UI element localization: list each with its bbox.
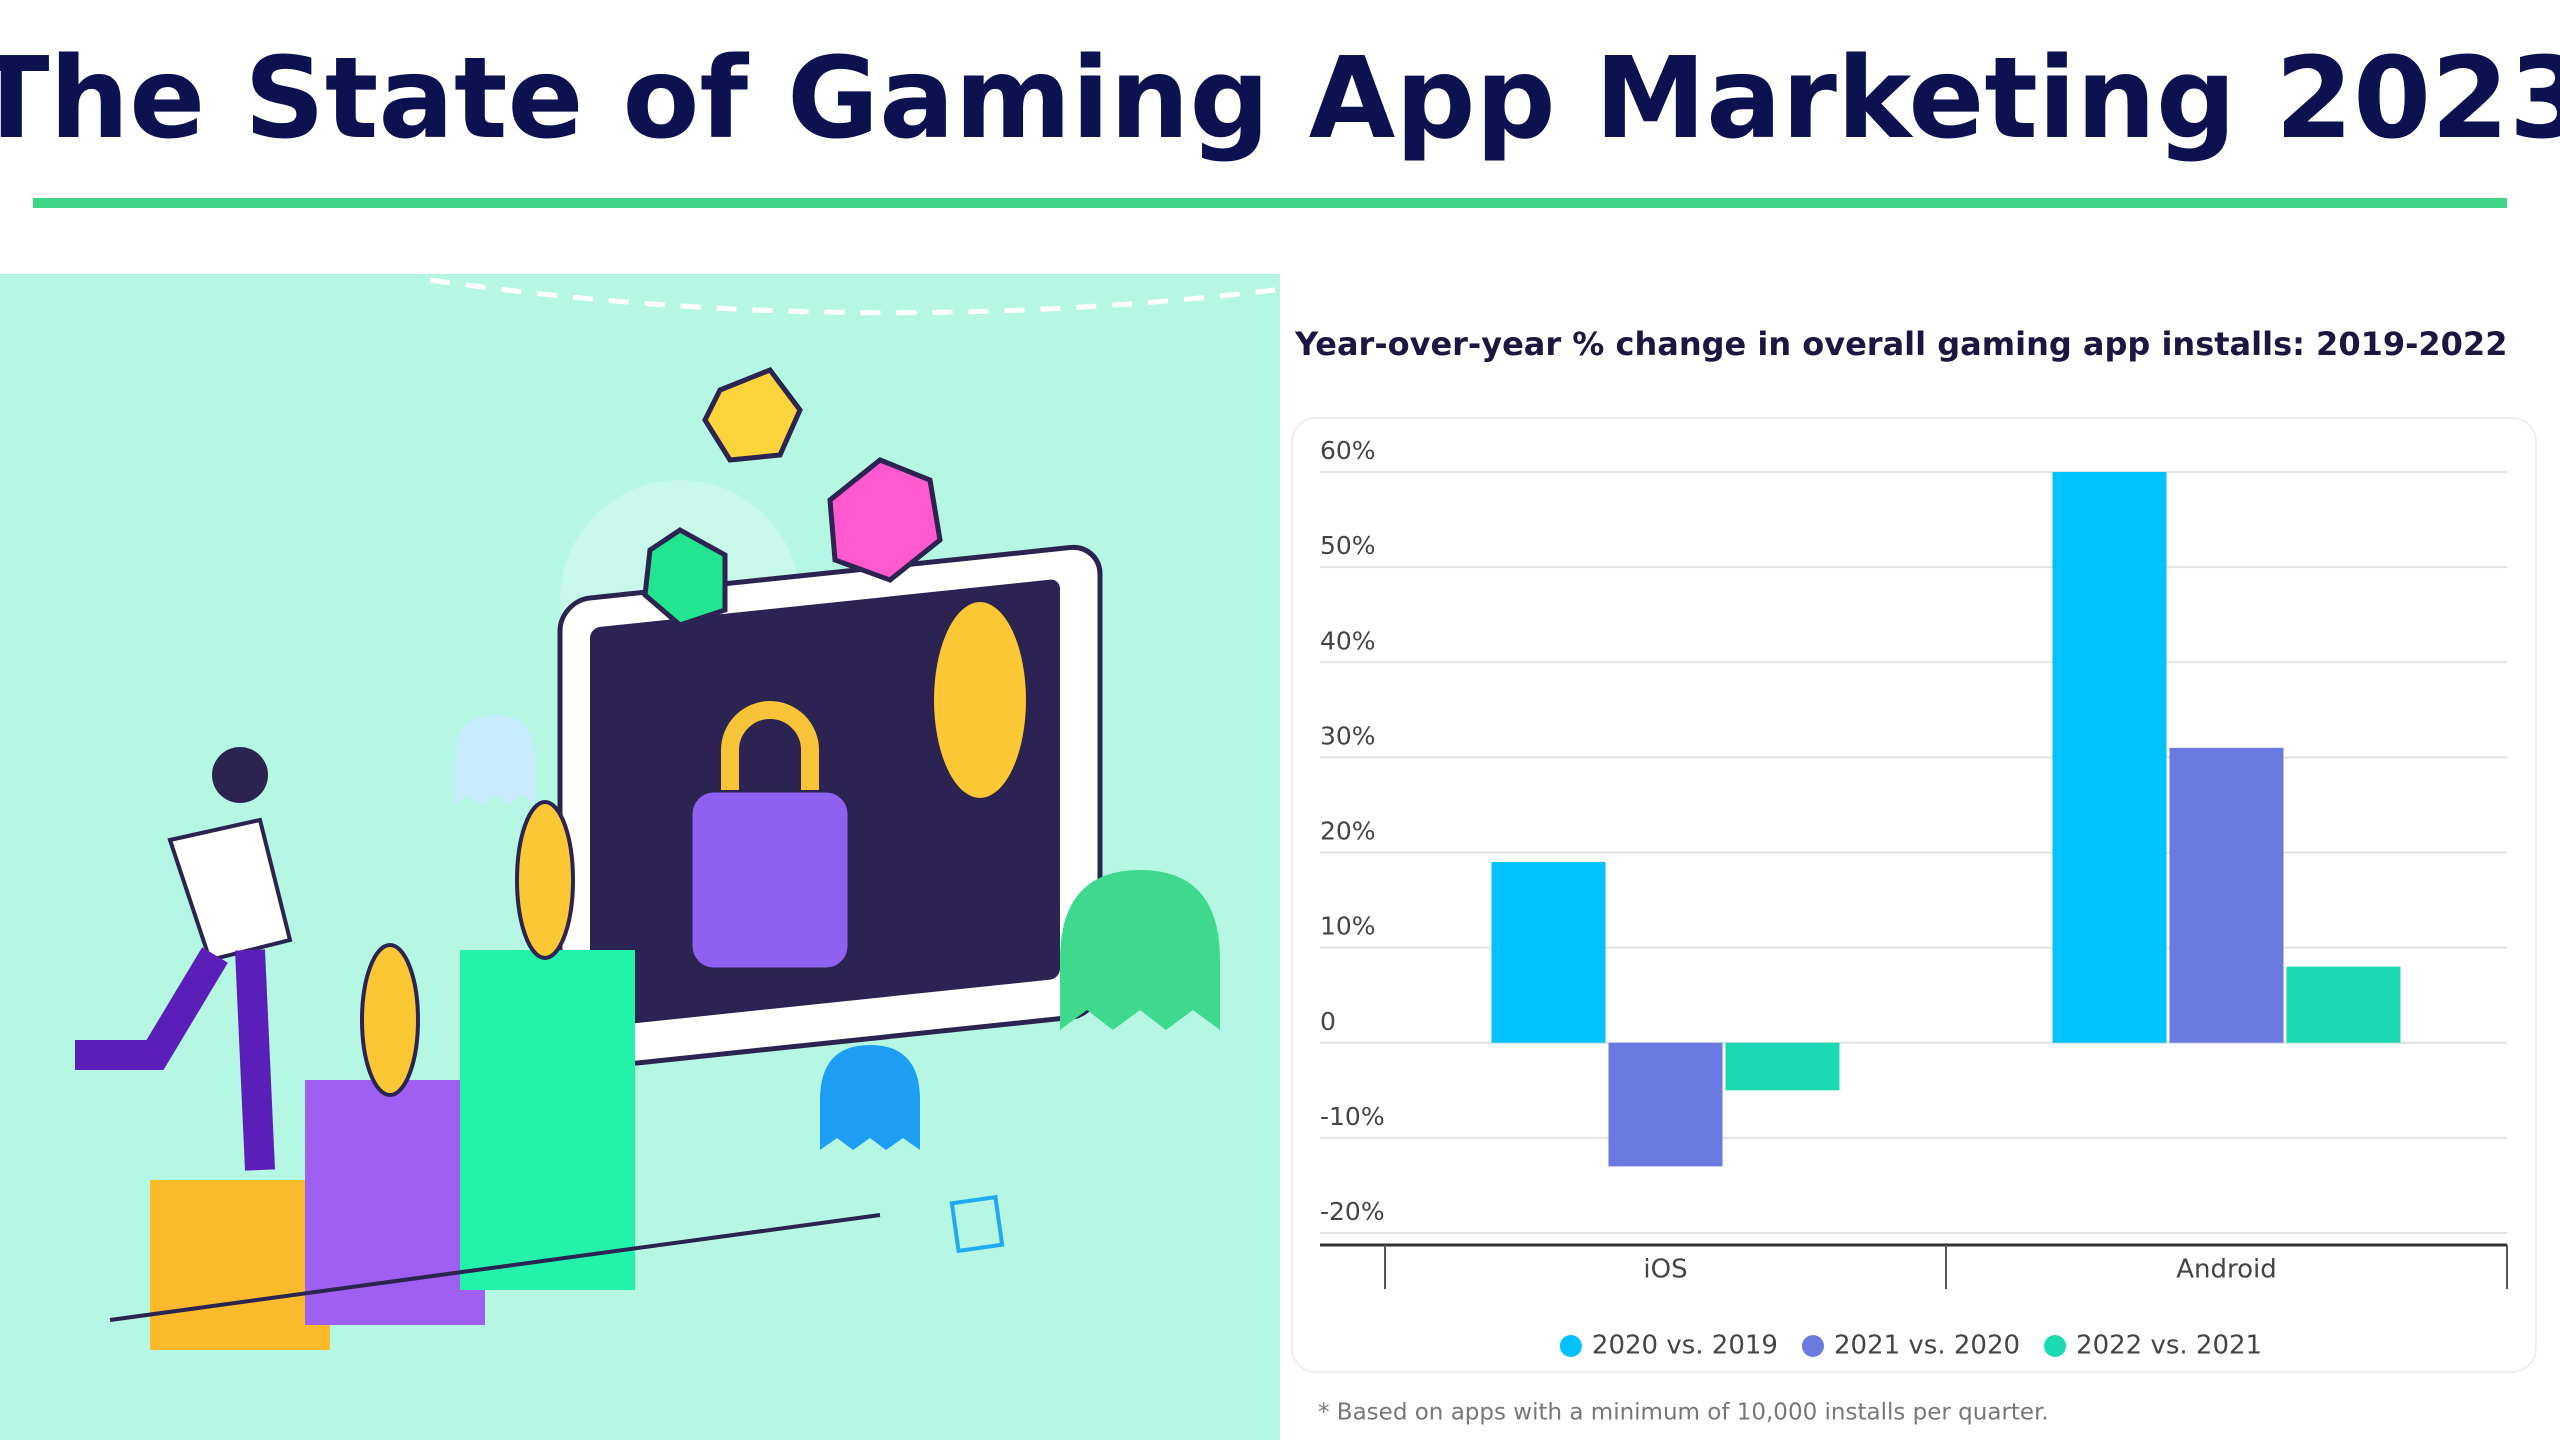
person-legs xyxy=(75,947,275,1171)
gem xyxy=(702,366,803,463)
bar xyxy=(1491,862,1606,1043)
illustration xyxy=(0,274,1280,1440)
bar xyxy=(2052,472,2167,1043)
y-tick-label: 0 xyxy=(1320,1007,1336,1036)
y-tick-label: -20% xyxy=(1320,1197,1385,1226)
legend-label: 2022 vs. 2021 xyxy=(2076,1331,2262,1361)
coin-stack xyxy=(930,598,1030,802)
person-head xyxy=(212,747,268,803)
bar xyxy=(2169,747,2284,1043)
lock xyxy=(687,787,853,973)
step-2 xyxy=(305,1080,485,1325)
legend-swatch xyxy=(2044,1335,2067,1357)
ghost xyxy=(820,1045,920,1150)
legend-swatch xyxy=(1801,1335,1824,1357)
y-tick-label: 60% xyxy=(1320,436,1376,465)
y-tick-label: 40% xyxy=(1320,626,1376,655)
bar xyxy=(2286,966,2401,1043)
x-tick-label: iOS xyxy=(1643,1255,1687,1285)
legend-swatch xyxy=(1559,1335,1582,1357)
slide-title: The State of Gaming App Marketing 2023 xyxy=(0,34,2560,164)
coin xyxy=(515,800,575,960)
y-tick-label: 20% xyxy=(1320,817,1376,846)
step-1 xyxy=(150,1180,330,1350)
gem xyxy=(827,457,943,583)
x-tick-label: Android xyxy=(2176,1255,2277,1285)
y-tick-label: 50% xyxy=(1320,531,1376,560)
legend-label: 2021 vs. 2020 xyxy=(1834,1331,2020,1361)
step-3 xyxy=(460,950,635,1290)
ghost xyxy=(455,715,535,805)
legend-label: 2020 vs. 2019 xyxy=(1592,1331,1778,1361)
chart-title: Year-over-year % change in overall gamin… xyxy=(1294,325,2507,363)
y-tick-label: 10% xyxy=(1320,912,1376,941)
coin xyxy=(360,943,420,1097)
chart-card xyxy=(1291,417,2537,1373)
floor-line xyxy=(109,1213,881,1322)
footnote: * Based on apps with a minimum of 10,000… xyxy=(1318,1400,2049,1426)
ghost xyxy=(1060,870,1220,1030)
y-tick-label: 30% xyxy=(1320,721,1376,750)
lock-shackle xyxy=(721,701,819,790)
person-body xyxy=(167,817,293,963)
square-outline xyxy=(949,1194,1005,1254)
title-rule xyxy=(33,198,2507,208)
y-tick-label: -10% xyxy=(1320,1102,1385,1131)
dashed-arc xyxy=(429,277,1276,316)
bar xyxy=(1608,1042,1723,1167)
gem xyxy=(642,527,728,628)
bar xyxy=(1725,1042,1840,1091)
